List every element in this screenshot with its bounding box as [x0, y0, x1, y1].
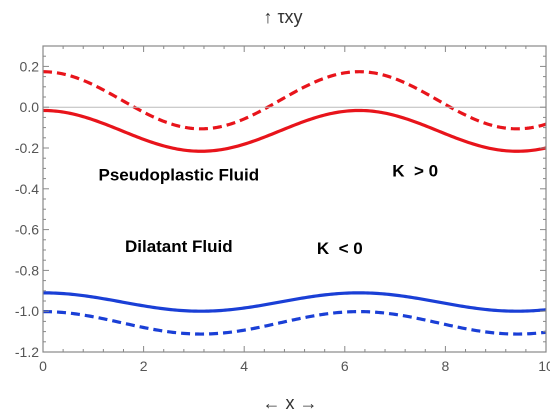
y-tick-label: -1.2 [15, 344, 39, 360]
y-axis-title: ↑ τxy [263, 7, 302, 27]
y-tick-label: -0.8 [15, 262, 39, 278]
curves [42, 70, 547, 336]
x-tick-label: 2 [140, 358, 148, 374]
annotation-label: Dilatant Fluid [125, 237, 233, 256]
x-tick-label: 4 [240, 358, 248, 374]
y-tick-label: -0.6 [15, 222, 39, 238]
y-tick-label: -0.4 [15, 181, 39, 197]
annotation-label: K < 0 [317, 239, 363, 258]
y-axis-ticks: 0.2 0.0 -0.2 -0.4 -0.6 -0.8 -1.0 -1.2 [15, 45, 546, 360]
x-tick-label: 6 [341, 358, 349, 374]
series-line-3 [42, 310, 547, 336]
y-tick-label: -1.0 [15, 303, 39, 319]
annotation-label: Pseudoplastic Fluid [99, 166, 260, 185]
series-line-2 [42, 291, 547, 313]
y-tick-label: 0.2 [20, 58, 40, 74]
x-tick-label: 8 [442, 358, 450, 374]
series-line-1 [42, 70, 547, 131]
x-axis-title: ← x → [262, 393, 317, 413]
series-line-0 [42, 108, 547, 153]
y-tick-label: 0.0 [20, 99, 40, 115]
annotations: Pseudoplastic Fluid K > 0 Dilatant Fluid K … [99, 162, 439, 259]
x-axis-ticks: 0 2 4 6 8 10 [39, 46, 550, 374]
x-tick-label: 0 [39, 358, 47, 374]
y-tick-label: -0.2 [15, 140, 39, 156]
annotation-label: K > 0 [392, 162, 438, 181]
x-tick-label: 10 [538, 358, 550, 374]
